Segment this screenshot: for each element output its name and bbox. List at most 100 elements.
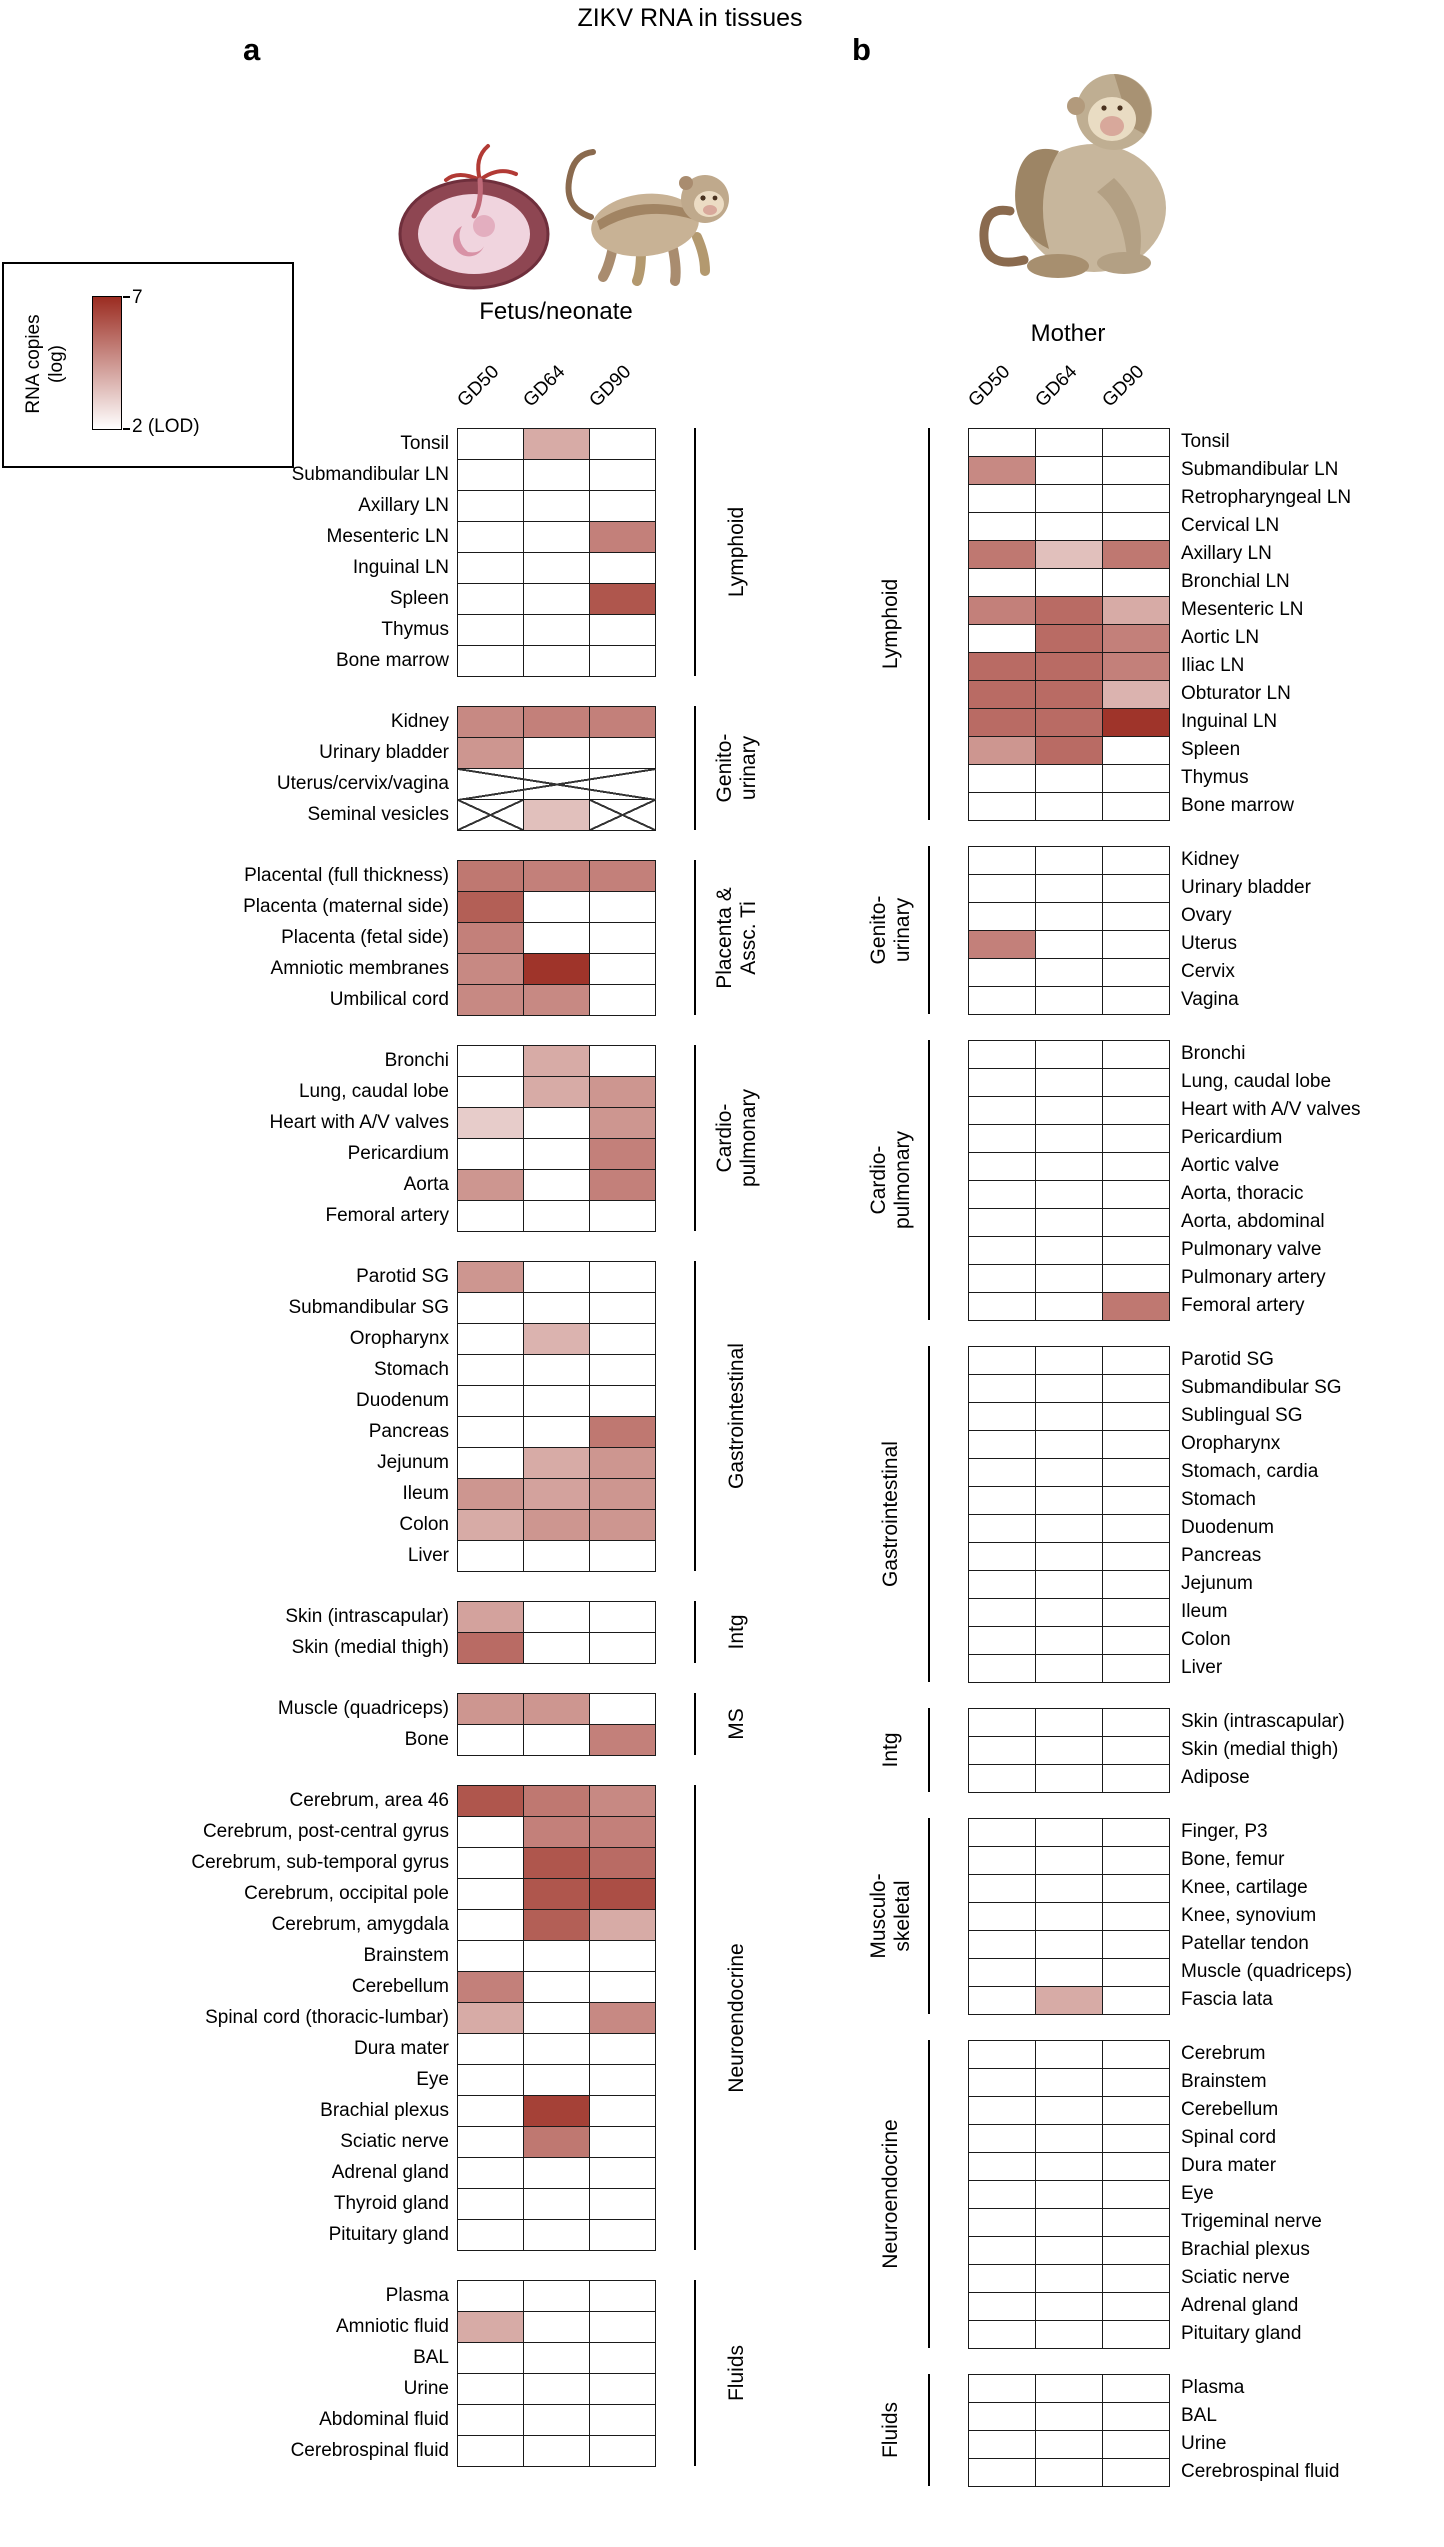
tissue-label: Bone, femur <box>1181 1849 1285 1870</box>
heatmap-cell <box>524 954 590 985</box>
tissue-label: Knee, cartilage <box>1181 1877 1308 1898</box>
heatmap-cell <box>969 1487 1036 1515</box>
heatmap-cell <box>1036 959 1103 987</box>
heatmap-cell <box>524 584 590 615</box>
heatmap-cell <box>458 1694 524 1725</box>
heatmap-cell <box>969 2403 1036 2431</box>
heatmap-cell <box>1103 737 1170 765</box>
heatmap-cell <box>524 1910 590 1941</box>
group-label-fluids: Fluids <box>878 2401 902 2459</box>
heatmap-cell <box>590 1725 656 1756</box>
heatmap-cell <box>458 1879 524 1910</box>
heatmap-cell <box>590 1293 656 1324</box>
group-divider-line <box>928 1040 930 1320</box>
heatmap-cell <box>1103 709 1170 737</box>
heatmap-cell <box>1036 1931 1103 1959</box>
heatmap-cell <box>1036 847 1103 875</box>
heatmap-cell <box>969 1543 1036 1571</box>
heatmap-cell <box>524 1324 590 1355</box>
heatmap-cell <box>590 1417 656 1448</box>
heatmap-cell <box>1103 1181 1170 1209</box>
heatmap-grid <box>457 1693 656 1756</box>
heatmap-cell <box>969 1875 1036 1903</box>
heatmap-cell <box>590 1848 656 1879</box>
heatmap-cell <box>1103 1041 1170 1069</box>
heatmap-cell <box>1103 1125 1170 1153</box>
tissue-label: Bone marrow <box>1181 795 1294 816</box>
heatmap-grid <box>968 428 1170 821</box>
tissue-label: Mesenteric LN <box>326 526 450 547</box>
tissue-label: Cerebrum, amygdala <box>271 1914 449 1935</box>
heatmap-cell <box>969 597 1036 625</box>
tissue-label: Bronchi <box>384 1050 449 1071</box>
heatmap-cell <box>1036 1293 1103 1321</box>
panel-a-letter: a <box>243 32 261 67</box>
heatmap-cell <box>1036 513 1103 541</box>
heatmap-cell <box>969 1431 1036 1459</box>
tissue-label: Lung, caudal lobe <box>298 1081 449 1102</box>
heatmap-cell <box>969 569 1036 597</box>
heatmap-cell <box>1036 2097 1103 2125</box>
tissue-label: Placental (full thickness) <box>244 865 449 886</box>
heatmap-cell <box>524 1448 590 1479</box>
tissue-label: Submandibular LN <box>1181 459 1339 480</box>
heatmap-cell <box>969 1903 1036 1931</box>
heatmap-cell <box>458 1633 524 1664</box>
tissue-label: Dura mater <box>1181 2155 1277 2176</box>
heatmap-cell <box>524 985 590 1016</box>
heatmap-cell <box>590 1633 656 1664</box>
tissue-label: Heart with A/V valves <box>1181 1099 1361 1120</box>
heatmap-cell <box>458 2189 524 2220</box>
tissue-label: Aortic valve <box>1181 1155 1280 1176</box>
tissue-label: Plasma <box>385 2285 449 2306</box>
tissue-label: Urine <box>1181 2433 1227 2454</box>
heatmap-cell <box>458 1262 524 1293</box>
tissue-label: Parotid SG <box>1181 1349 1274 1370</box>
heatmap-grid <box>968 1818 1170 2015</box>
heatmap-cell <box>1103 2041 1170 2069</box>
heatmap-cell <box>524 1633 590 1664</box>
heatmap-cell <box>590 1910 656 1941</box>
heatmap-cell <box>1036 1125 1103 1153</box>
tissue-label: Skin (medial thigh) <box>291 1637 449 1658</box>
panel-b-subtitle: Mother <box>1030 320 1106 347</box>
tissue-label: BAL <box>1181 2405 1217 2426</box>
heatmap-cell <box>969 709 1036 737</box>
heatmap-cell <box>969 2181 1036 2209</box>
tissue-label: Bone <box>404 1729 449 1750</box>
heatmap-cell <box>1103 1487 1170 1515</box>
heatmap-cell <box>524 1786 590 1817</box>
heatmap-cell <box>1103 2153 1170 2181</box>
tissue-label: Sciatic nerve <box>1181 2267 1290 2288</box>
tissue-label: Aorta <box>403 1174 449 1195</box>
heatmap-cell <box>969 2293 1036 2321</box>
heatmap-cell <box>1103 1903 1170 1931</box>
heatmap-cell <box>1036 1459 1103 1487</box>
heatmap-cell <box>1036 2321 1103 2349</box>
tissue-label: Adrenal gland <box>331 2162 449 2183</box>
heatmap-cell <box>1103 1403 1170 1431</box>
heatmap-cell <box>458 1355 524 1386</box>
heatmap-cell <box>1103 1515 1170 1543</box>
heatmap-cell <box>524 1293 590 1324</box>
heatmap-cell <box>524 1941 590 1972</box>
heatmap-cell <box>1103 2375 1170 2403</box>
tissue-label: Ovary <box>1181 905 1232 926</box>
heatmap-cell <box>969 2459 1036 2487</box>
heatmap-cell <box>524 1972 590 2003</box>
heatmap-cell <box>969 2375 1036 2403</box>
heatmap-cell <box>524 1108 590 1139</box>
heatmap-cell <box>1036 2153 1103 2181</box>
tissue-label: Thyroid gland <box>333 2193 449 2214</box>
heatmap-cell <box>1036 1737 1103 1765</box>
group-divider-line <box>694 1045 696 1231</box>
heatmap-cell <box>969 793 1036 821</box>
tissue-label: Aortic LN <box>1181 627 1260 648</box>
heatmap-cell <box>1036 1959 1103 1987</box>
heatmap-cell <box>524 553 590 584</box>
heatmap-cell <box>1103 2459 1170 2487</box>
heatmap-cell <box>969 625 1036 653</box>
heatmap-cell <box>969 1847 1036 1875</box>
heatmap-cell <box>590 2003 656 2034</box>
